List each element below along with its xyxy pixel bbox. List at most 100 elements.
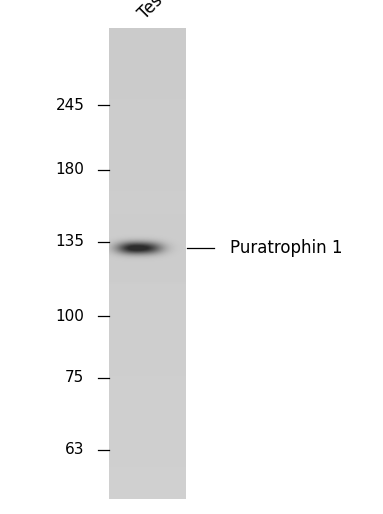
Bar — [109, 368, 186, 370]
Bar — [109, 247, 186, 249]
Bar — [109, 274, 186, 276]
Bar — [109, 447, 186, 448]
Bar — [109, 426, 186, 428]
Bar — [109, 100, 186, 102]
Bar — [109, 324, 186, 326]
Bar — [109, 102, 186, 103]
Text: 100: 100 — [56, 308, 84, 324]
Bar — [109, 341, 186, 343]
Bar — [109, 63, 186, 64]
Bar — [109, 329, 186, 331]
Bar — [109, 401, 186, 403]
Bar — [109, 51, 186, 53]
Text: 63: 63 — [65, 442, 84, 457]
Bar — [109, 135, 186, 136]
Bar — [109, 211, 186, 213]
Bar — [109, 497, 186, 499]
Bar — [109, 197, 186, 199]
Bar — [109, 183, 186, 185]
Bar — [109, 191, 186, 193]
Bar — [109, 255, 186, 257]
Bar — [109, 448, 186, 450]
Bar — [109, 72, 186, 74]
Bar — [109, 106, 186, 108]
Bar — [109, 223, 186, 224]
Bar — [109, 84, 186, 86]
Bar — [109, 38, 186, 39]
Bar — [109, 210, 186, 212]
Bar — [109, 226, 186, 227]
Bar — [109, 149, 186, 151]
Bar — [109, 290, 186, 291]
Bar — [109, 375, 186, 376]
Bar — [109, 398, 186, 400]
Bar — [109, 54, 186, 57]
Bar — [109, 150, 186, 152]
Bar — [109, 69, 186, 70]
Bar — [109, 229, 186, 230]
Bar — [109, 216, 186, 218]
Bar — [109, 307, 186, 309]
Bar — [109, 346, 186, 348]
Bar — [109, 431, 186, 433]
Bar — [109, 152, 186, 154]
Bar — [109, 238, 186, 240]
Bar — [109, 268, 186, 270]
Bar — [109, 478, 186, 480]
Bar — [109, 259, 186, 260]
Bar — [109, 486, 186, 488]
Bar — [109, 200, 186, 203]
Bar — [109, 75, 186, 77]
Bar — [109, 363, 186, 365]
Bar — [109, 161, 186, 163]
Bar — [109, 371, 186, 373]
Bar — [109, 246, 186, 248]
Bar — [109, 310, 186, 312]
Bar — [109, 47, 186, 49]
Bar — [109, 378, 186, 379]
Bar — [109, 461, 186, 463]
Bar — [109, 113, 186, 115]
Bar — [109, 467, 186, 469]
Bar — [109, 451, 186, 453]
Bar — [109, 254, 186, 255]
Bar — [109, 379, 186, 381]
Bar — [109, 117, 186, 119]
Bar — [109, 445, 186, 447]
Bar — [109, 56, 186, 58]
Bar — [109, 331, 186, 333]
Bar — [109, 83, 186, 85]
Bar — [109, 139, 186, 141]
Bar — [109, 425, 186, 427]
Bar — [109, 393, 186, 395]
Bar — [109, 480, 186, 481]
Bar — [109, 39, 186, 41]
Bar — [109, 208, 186, 210]
Bar — [109, 276, 186, 278]
Bar — [109, 138, 186, 140]
Bar — [109, 432, 186, 434]
Bar — [109, 67, 186, 69]
Bar — [109, 357, 186, 359]
Bar — [109, 327, 186, 329]
Bar — [109, 199, 186, 201]
Bar — [109, 315, 186, 317]
Bar — [109, 240, 186, 242]
Bar — [109, 429, 186, 431]
Bar — [109, 130, 186, 132]
Bar — [109, 295, 186, 297]
Bar — [109, 362, 186, 364]
Bar — [109, 81, 186, 83]
Bar — [109, 34, 186, 36]
Bar — [109, 44, 186, 46]
Bar — [109, 221, 186, 223]
Bar — [109, 111, 186, 113]
Bar — [109, 281, 186, 282]
Bar — [109, 108, 186, 110]
Bar — [109, 230, 186, 232]
Bar — [109, 78, 186, 80]
Bar — [109, 356, 186, 358]
Bar — [109, 172, 186, 174]
Bar — [109, 282, 186, 284]
Bar — [109, 249, 186, 251]
